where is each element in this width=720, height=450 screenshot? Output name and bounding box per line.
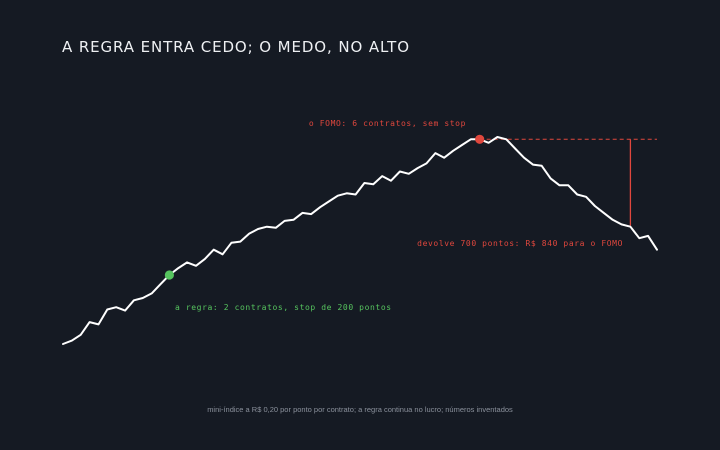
fomo-entry-marker [475,134,485,144]
price-series-line [62,136,658,345]
footnote: mini-índice a R$ 0,20 por ponto por cont… [207,405,513,414]
fomo-annotation: o FOMO: 6 contratos, sem stop [309,119,466,128]
rule-entry-marker [164,270,174,280]
rule-annotation: a regra: 2 contratos, stop de 200 pontos [175,303,392,312]
chart-title: A REGRA ENTRA CEDO; O MEDO, NO ALTO [62,38,410,56]
giveback-annotation: devolve 700 pontos: R$ 840 para o FOMO [417,239,623,248]
